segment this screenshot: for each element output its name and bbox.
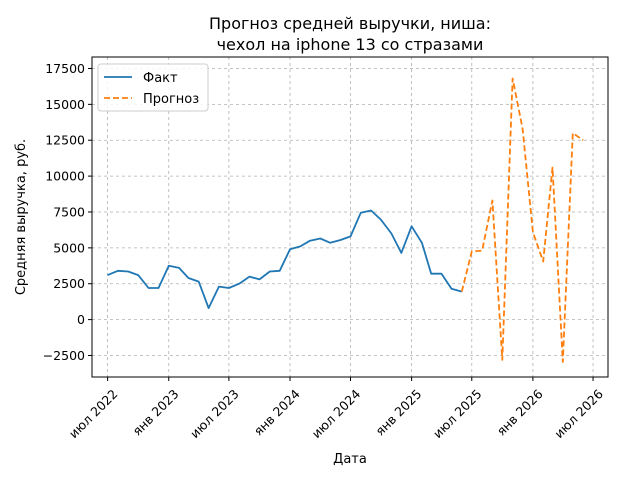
- y-tick-label: 7500: [53, 204, 85, 219]
- y-tick-label: 10000: [45, 169, 85, 184]
- series-line-fact: [107, 209, 463, 310]
- y-axis-label: Средняя выручка, руб.: [14, 139, 29, 295]
- series-lines: [107, 77, 584, 363]
- legend: Факт Прогноз: [97, 63, 209, 112]
- series-line-forecast: [460, 77, 584, 363]
- x-axis-label: Дата: [333, 452, 367, 467]
- y-tick-label: 5000: [53, 240, 85, 255]
- legend-label-fact: Факт: [143, 71, 178, 86]
- chart-title-line-1: Прогноз средней выручки, ниша:: [209, 14, 491, 33]
- y-tick-label: 2500: [53, 276, 85, 291]
- legend-box: [97, 63, 209, 112]
- y-tick-label: −2500: [43, 348, 85, 363]
- y-tick-label: 12500: [45, 133, 85, 148]
- legend-label-forecast: Прогноз: [143, 92, 199, 107]
- y-tick-label: 17500: [45, 61, 85, 76]
- chart-title-line-2: чехол на iphone 13 со стразами: [217, 35, 484, 54]
- y-tick-label: 15000: [45, 97, 85, 112]
- y-tick-label: 0: [77, 312, 85, 327]
